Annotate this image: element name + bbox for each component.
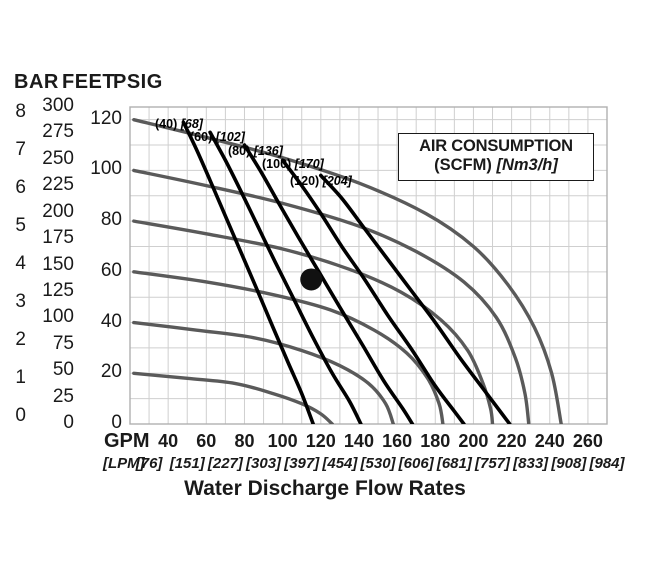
lpm-tick-397: [397] bbox=[284, 455, 320, 472]
air-consumption-curve-60 bbox=[208, 130, 363, 424]
bar-tick-2: 2 bbox=[15, 329, 26, 351]
lpm-tick-757: [757] bbox=[475, 455, 511, 472]
psig-tick-20: 20 bbox=[100, 361, 122, 383]
pressure-curve-20 bbox=[132, 371, 334, 424]
gpm-tick-200: 200 bbox=[458, 431, 489, 451]
feet-tick-125: 125 bbox=[42, 279, 74, 301]
scfm-value: (80) bbox=[228, 144, 251, 158]
lpm-tick-606: [606] bbox=[398, 455, 434, 472]
psig-tick-120: 120 bbox=[90, 107, 122, 129]
legend-box: AIR CONSUMPTION (SCFM) [Nm3/h] bbox=[398, 133, 594, 181]
air-curve-label-40: (40) [68] bbox=[155, 117, 203, 131]
bar-axis-header: BAR bbox=[14, 71, 59, 93]
plot-frame bbox=[129, 106, 608, 425]
lpm-tick-681: [681] bbox=[436, 455, 472, 472]
pressure-curve-100 bbox=[132, 168, 531, 424]
air-consumption-curve-120 bbox=[319, 173, 512, 424]
scfm-value: (60) bbox=[190, 130, 213, 144]
psig-tick-40: 40 bbox=[100, 310, 122, 332]
lpm-tick-984: [984] bbox=[589, 455, 625, 472]
gpm-tick-60: 60 bbox=[196, 431, 217, 451]
pressure-curve-60 bbox=[132, 270, 445, 424]
curve-layer bbox=[132, 117, 563, 424]
lpm-tick-908: [908] bbox=[551, 455, 587, 472]
gpm-tick-260: 260 bbox=[572, 431, 603, 451]
legend-nm3h-unit: [Nm3/h] bbox=[496, 155, 558, 174]
bar-tick-3: 3 bbox=[15, 291, 26, 313]
scfm-value: (40) bbox=[155, 117, 178, 131]
lpm-tick-454: [454] bbox=[322, 455, 358, 472]
gpm-tick-240: 240 bbox=[534, 431, 565, 451]
bar-tick-8: 8 bbox=[15, 100, 26, 122]
air-consumption-curve-40 bbox=[181, 120, 315, 424]
gpm-tick-120: 120 bbox=[305, 431, 336, 451]
lpm-tick-833: [833] bbox=[513, 455, 549, 472]
feet-tick-0: 0 bbox=[63, 412, 74, 433]
feet-tick-275: 275 bbox=[42, 121, 74, 143]
bar-tick-6: 6 bbox=[15, 176, 26, 198]
gpm-tick-140: 140 bbox=[343, 431, 374, 451]
air-consumption-curve-80 bbox=[242, 143, 415, 424]
feet-tick-150: 150 bbox=[42, 253, 74, 275]
legend-scfm-unit: (SCFM) bbox=[434, 155, 492, 174]
legend-title: AIR CONSUMPTION bbox=[419, 137, 573, 155]
feet-tick-175: 175 bbox=[42, 227, 74, 249]
gpm-tick-220: 220 bbox=[496, 431, 527, 451]
gpm-unit-label: GPM bbox=[104, 430, 150, 452]
feet-tick-50: 50 bbox=[52, 359, 74, 381]
gpm-tick-80: 80 bbox=[234, 431, 255, 451]
air-curve-label-100: (100) [170] bbox=[262, 157, 324, 171]
nm3h-value: [204] bbox=[319, 174, 352, 188]
nm3h-value: [68] bbox=[177, 117, 203, 131]
feet-tick-100: 100 bbox=[42, 306, 74, 328]
feet-tick-200: 200 bbox=[42, 200, 74, 222]
feet-tick-300: 300 bbox=[42, 95, 74, 116]
air-curve-label-120: (120) [204] bbox=[290, 174, 352, 188]
scfm-value: (120) bbox=[290, 174, 320, 188]
pressure-curve-120 bbox=[132, 117, 563, 424]
bar-tick-1: 1 bbox=[15, 367, 26, 389]
lpm-tick-530: [530] bbox=[360, 455, 396, 472]
air-curve-label-80: (80) [136] bbox=[228, 144, 283, 158]
lpm-tick-227: [227] bbox=[207, 455, 243, 472]
air-curve-label-60: (60) [102] bbox=[190, 130, 245, 144]
feet-tick-25: 25 bbox=[52, 385, 74, 407]
psig-tick-80: 80 bbox=[100, 209, 122, 231]
feet-tick-75: 75 bbox=[52, 332, 74, 354]
psig-axis-header: PSIG bbox=[113, 71, 163, 93]
nm3h-value: [102] bbox=[212, 130, 245, 144]
psig-tick-0: 0 bbox=[111, 412, 122, 433]
chart-title: Water Discharge Flow Rates bbox=[184, 477, 466, 500]
air-consumption-curve-100 bbox=[280, 158, 466, 424]
psig-tick-100: 100 bbox=[90, 158, 122, 180]
gpm-tick-100: 100 bbox=[267, 431, 298, 451]
lpm-unit-label: [LPM] bbox=[103, 455, 145, 472]
nm3h-value: [136] bbox=[250, 144, 283, 158]
scfm-value: (100) bbox=[262, 157, 292, 171]
legend-units: (SCFM) [Nm3/h] bbox=[405, 156, 587, 175]
lpm-tick-76: [76] bbox=[135, 455, 163, 472]
gpm-tick-160: 160 bbox=[382, 431, 413, 451]
bar-tick-0: 0 bbox=[15, 405, 26, 427]
feet-tick-225: 225 bbox=[42, 174, 74, 196]
feet-axis-header: FEET bbox=[62, 71, 116, 93]
psig-tick-60: 60 bbox=[100, 259, 122, 281]
bar-tick-5: 5 bbox=[15, 214, 26, 236]
gpm-tick-40: 40 bbox=[158, 431, 179, 451]
operating-point-marker bbox=[300, 268, 323, 291]
feet-tick-250: 250 bbox=[42, 147, 74, 169]
lpm-tick-151: [151] bbox=[169, 455, 205, 472]
gpm-tick-180: 180 bbox=[420, 431, 451, 451]
bar-tick-7: 7 bbox=[15, 138, 26, 160]
nm3h-value: [170] bbox=[291, 157, 324, 171]
bar-tick-4: 4 bbox=[15, 252, 26, 274]
lpm-tick-303: [303] bbox=[246, 455, 282, 472]
